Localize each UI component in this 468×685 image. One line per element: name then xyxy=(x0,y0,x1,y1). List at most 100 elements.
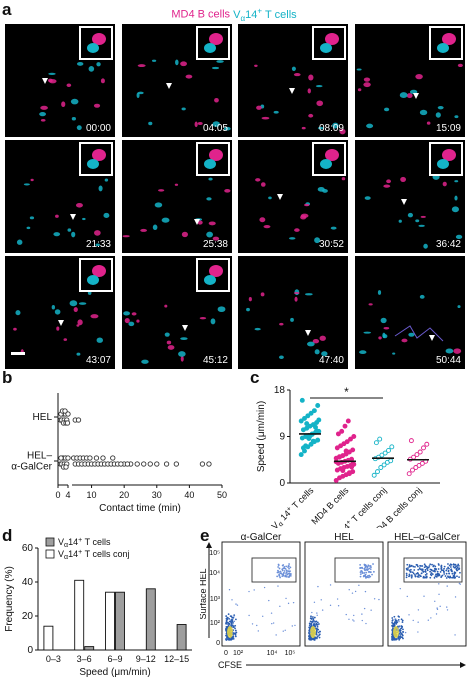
cell-blob xyxy=(301,126,306,130)
cell-blob xyxy=(308,113,314,118)
inset-t-cell xyxy=(437,43,449,53)
cell-blob xyxy=(246,307,250,312)
event-dot xyxy=(320,599,322,601)
cell-blob xyxy=(40,118,46,122)
data-point xyxy=(377,436,383,442)
gate-box xyxy=(251,557,297,583)
event-dot xyxy=(309,636,311,639)
event-dot xyxy=(440,564,443,567)
event-dot xyxy=(232,632,234,634)
event-dot xyxy=(369,571,372,574)
event-dot xyxy=(419,575,422,578)
event-dot xyxy=(309,631,311,633)
event-dot xyxy=(409,570,412,573)
density-peak xyxy=(393,626,399,638)
contact-time-chart: 0 4 10 20 30 40 50 Contact time (min) HEL HEL–α-G… xyxy=(11,393,227,514)
panel-a-legend: MD4 B cells Vα14+ T cells xyxy=(0,6,468,23)
event-dot xyxy=(431,573,434,576)
data-point xyxy=(386,447,391,453)
event-dot xyxy=(359,573,362,576)
event-dot xyxy=(358,584,360,587)
panel-label-b: b xyxy=(2,368,13,387)
event-dot xyxy=(399,631,402,634)
event-dot xyxy=(316,625,319,628)
cell-blob xyxy=(317,186,325,192)
y-tick-label: 18 xyxy=(274,385,286,396)
event-dot xyxy=(451,576,453,579)
category-label: HEL– xyxy=(27,451,52,462)
x-tick-label: 6–9 xyxy=(107,654,122,664)
event-dot xyxy=(436,607,438,609)
event-dot xyxy=(407,567,409,569)
x-axis-title: CFSE xyxy=(218,660,242,670)
inset-t-cell xyxy=(320,159,332,169)
event-dot xyxy=(415,563,418,566)
y-axis-title: Speed (μm/min) xyxy=(256,401,267,472)
bar xyxy=(84,646,95,651)
event-dot xyxy=(277,585,279,587)
data-point xyxy=(141,461,147,467)
event-dot xyxy=(433,576,436,579)
x-tick-label: 10⁵ xyxy=(285,650,296,657)
event-dot xyxy=(281,575,284,578)
cell-blob xyxy=(152,224,158,230)
microscopy-frame: 25:38 xyxy=(122,140,232,253)
zoom-inset xyxy=(312,26,346,60)
event-dot xyxy=(366,566,369,569)
data-point xyxy=(314,428,320,434)
cell-blob xyxy=(457,63,463,68)
event-dot xyxy=(315,620,318,623)
zoom-inset xyxy=(429,142,463,176)
event-dot xyxy=(279,605,281,608)
event-dot xyxy=(289,570,291,573)
cell-blob xyxy=(248,297,252,302)
event-dot xyxy=(439,605,441,608)
cell-blob xyxy=(15,310,21,316)
event-dot xyxy=(310,622,313,625)
cell-blob xyxy=(96,62,101,67)
cell-blob xyxy=(386,179,391,184)
arrowhead-icon xyxy=(194,219,200,225)
cell-blob xyxy=(70,98,79,105)
event-dot xyxy=(408,564,411,566)
event-dot xyxy=(434,600,436,603)
cell-blob xyxy=(175,59,179,66)
data-point xyxy=(389,444,395,450)
cell-blob xyxy=(40,105,48,110)
event-dot xyxy=(283,566,286,568)
data-point xyxy=(310,438,316,444)
cell-blob xyxy=(211,66,220,70)
zoom-inset xyxy=(79,258,113,292)
event-dot xyxy=(256,624,258,627)
x-tick-label: 10⁴ xyxy=(267,650,278,657)
event-dot xyxy=(413,573,416,576)
inset-t-cell xyxy=(204,43,216,53)
data-point xyxy=(344,439,350,445)
event-dot xyxy=(422,570,425,573)
event-dot xyxy=(437,568,440,570)
legend-sub: α xyxy=(64,554,68,561)
data-point xyxy=(424,441,430,447)
event-dot xyxy=(288,565,290,568)
event-dot xyxy=(363,574,365,577)
cell-blob xyxy=(48,72,56,76)
frame-timestamp: 00:00 xyxy=(85,123,111,134)
cell-blob xyxy=(366,123,374,129)
cell-blob xyxy=(435,112,441,118)
data-point xyxy=(93,455,100,461)
label-part: V xyxy=(269,520,280,528)
cell-blob xyxy=(321,351,328,357)
event-dot xyxy=(277,566,280,568)
event-dot xyxy=(410,564,413,567)
event-dot xyxy=(353,614,355,617)
cell-blob xyxy=(199,316,207,320)
y-tick-label: 10² xyxy=(210,620,221,627)
event-dot xyxy=(454,576,456,579)
cell-blob xyxy=(363,82,371,88)
event-dot xyxy=(369,575,372,578)
y-tick-label: 10⁵ xyxy=(209,550,220,557)
event-dot xyxy=(232,625,235,628)
event-dot xyxy=(402,637,404,640)
microscopy-frame: 43:07 xyxy=(5,256,115,369)
event-dot xyxy=(413,569,416,571)
